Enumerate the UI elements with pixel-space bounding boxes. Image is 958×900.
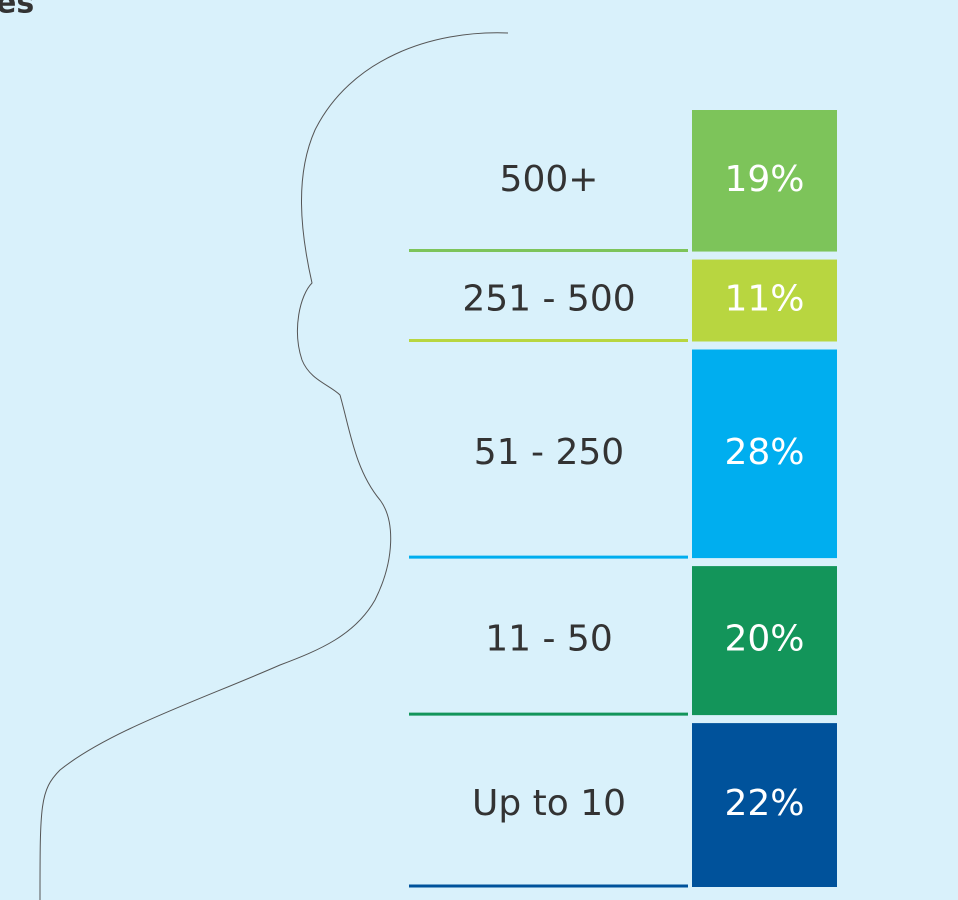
head-outline <box>39 32 509 900</box>
value-label: 28% <box>724 432 804 473</box>
bar-segment <box>692 259 837 342</box>
bar-segment <box>692 110 837 252</box>
bar-segment <box>692 349 837 559</box>
chart-title: es <box>0 0 34 21</box>
category-label: Up to 10 <box>472 783 626 824</box>
bar-segment <box>692 723 837 887</box>
bar-segment <box>692 566 837 716</box>
category-label: 500+ <box>500 159 599 200</box>
value-label: 11% <box>724 279 804 320</box>
category-label: 11 - 50 <box>485 619 613 660</box>
value-label: 20% <box>724 619 804 660</box>
value-label: 19% <box>724 159 804 200</box>
category-label: 51 - 250 <box>474 432 624 473</box>
category-label: 251 - 500 <box>462 279 635 320</box>
value-label: 22% <box>724 783 804 824</box>
